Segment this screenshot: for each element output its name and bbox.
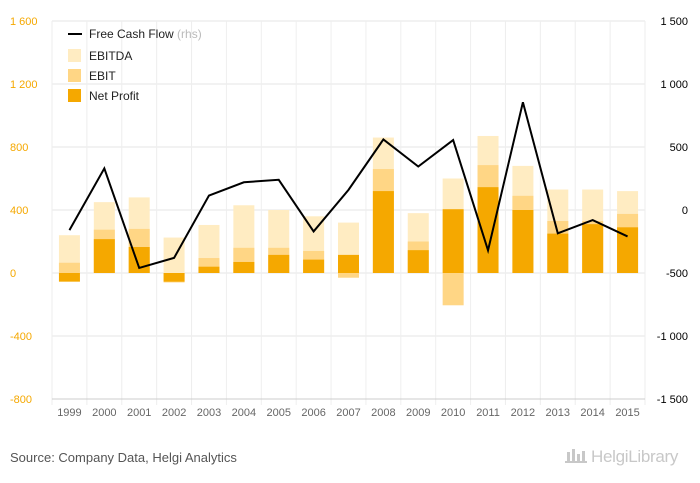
y-right-tick-label: 0	[682, 205, 688, 217]
y-left-tick-label: 1 200	[10, 79, 38, 91]
fcf-line-group	[68, 102, 628, 270]
brand-logo: HelgiLibrary	[565, 447, 678, 467]
bar-net-profit-2015	[617, 227, 639, 273]
x-tick-label: 2000	[92, 407, 116, 419]
legend-label-fcf: Free Cash Flow (rhs)	[89, 27, 202, 41]
y-right-tick-label: -1 000	[657, 331, 688, 343]
y-right-tick-label: -500	[666, 268, 688, 280]
legend-swatch-ebit	[68, 69, 81, 82]
bar-net-profit-2009	[407, 250, 429, 273]
y-left-tick-label: -400	[10, 331, 32, 343]
x-tick-label: 2003	[197, 407, 221, 419]
bar-net-profit-2006	[303, 259, 325, 273]
legend-note-rhs: (rhs)	[177, 27, 202, 41]
bar-net-profit-2011	[477, 187, 499, 273]
x-tick-label: 2001	[127, 407, 151, 419]
brand-name: HelgiLibrary	[591, 447, 679, 466]
legend-label-ebitda: EBITDA	[89, 49, 132, 63]
y-right-tick-label: -1 500	[657, 394, 688, 406]
bar-ebit-1999	[58, 262, 80, 273]
bar-net-profit-2002	[163, 273, 185, 282]
bar-net-profit-2005	[268, 254, 290, 273]
y-right-tick-label: 500	[670, 142, 688, 154]
x-tick-label: 2002	[162, 407, 186, 419]
x-tick-label: 2004	[232, 407, 256, 419]
bar-net-profit-2000	[93, 239, 115, 273]
bar-ebit-2007	[338, 273, 359, 278]
bar-net-profit-2004	[233, 261, 255, 273]
legend: Free Cash Flow (rhs) EBITDA EBIT Net Profit	[68, 27, 202, 103]
x-tick-label: 2010	[441, 407, 465, 419]
bar-net-profit-2008	[372, 191, 394, 273]
legend-swatch-net-profit	[68, 89, 81, 102]
library-icon	[565, 447, 587, 463]
bar-net-profit-2014	[582, 224, 604, 273]
y-left-tick-label: 0	[10, 268, 16, 280]
y-left-tick-label: 400	[10, 205, 28, 217]
x-tick-label: 2008	[371, 407, 395, 419]
bar-net-profit-2010	[442, 209, 464, 273]
x-tick-label: 2011	[476, 407, 500, 419]
y-right-tick-label: 1 000	[660, 79, 688, 91]
legend-label-net-profit: Net Profit	[89, 89, 140, 103]
x-tick-label: 2005	[266, 407, 290, 419]
grid	[51, 20, 646, 405]
x-tick-label: 2007	[336, 407, 360, 419]
fcf-line	[68, 102, 628, 270]
bar-net-profit-2007	[338, 254, 359, 273]
y-right-tick-label: 1 500	[660, 16, 688, 28]
bar-net-profit-2001	[128, 247, 150, 273]
bar-ebit-2010	[442, 273, 464, 306]
bar-net-profit-1999	[58, 273, 80, 282]
bar-net-profit-2003	[198, 266, 220, 273]
bar-net-profit-2012	[512, 210, 534, 273]
source-note: Source: Company Data, Helgi Analytics	[10, 450, 237, 465]
x-tick-label: 2014	[580, 407, 604, 419]
y-left-tick-label: 1 600	[10, 16, 38, 28]
bar-ebitda-2002	[163, 237, 185, 273]
y-left-tick-label: 800	[10, 142, 28, 154]
x-tick-label: 2006	[301, 407, 325, 419]
x-tick-label: 2012	[511, 407, 535, 419]
axes: -800 -400 0 400 800 1 200 1 600 -1 500 -1 000 -50…	[10, 16, 688, 419]
bars	[58, 135, 639, 306]
x-tick-label: 2015	[615, 407, 639, 419]
bar-net-profit-2013	[547, 233, 569, 273]
y-left-tick-label: -800	[10, 394, 32, 406]
x-tick-label: 1999	[57, 407, 81, 419]
x-tick-label: 2009	[406, 407, 430, 419]
legend-label-ebit: EBIT	[89, 69, 116, 83]
legend-swatch-ebitda	[68, 49, 81, 62]
x-tick-label: 2013	[546, 407, 570, 419]
